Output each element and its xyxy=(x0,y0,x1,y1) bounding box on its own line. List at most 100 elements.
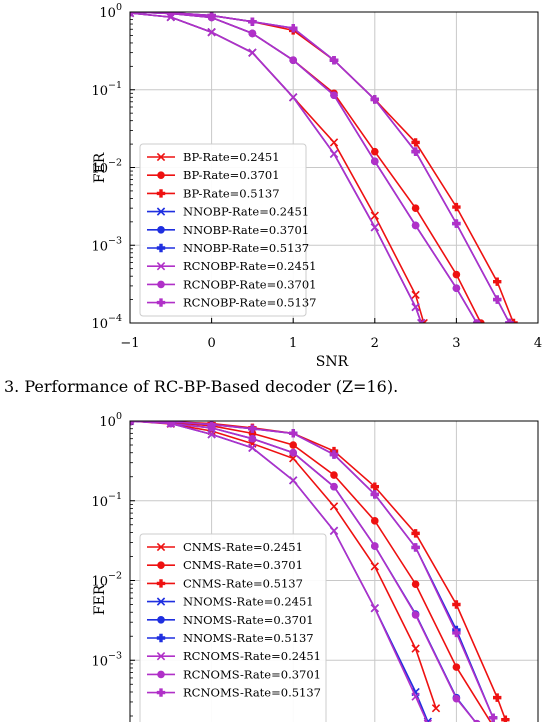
series-point xyxy=(411,580,420,588)
legend-marker xyxy=(156,542,166,552)
series-point xyxy=(329,526,339,535)
series-point xyxy=(330,482,338,491)
legend-marker xyxy=(157,561,165,569)
y-tick-label: 10−1 xyxy=(91,491,122,510)
legend-marker xyxy=(157,280,165,289)
y-tick-base: 10 xyxy=(91,495,108,510)
series-point xyxy=(289,448,298,457)
legend-entry: RCNOBP-Rate=0.5137 xyxy=(183,296,316,310)
series-point xyxy=(411,611,420,619)
series-point xyxy=(289,476,298,485)
series-point xyxy=(130,12,135,18)
y-tick-label: 10−2 xyxy=(91,571,122,590)
legend-entry: NNOMS-Rate=0.3701 xyxy=(183,613,314,627)
legend-entry: CNMS-Rate=0.2451 xyxy=(183,540,303,554)
y-tick-exponent: −2 xyxy=(108,571,122,582)
series-point xyxy=(370,490,379,499)
y-tick-label: 10−2 xyxy=(91,158,122,177)
plot-area xyxy=(130,421,510,722)
series-point xyxy=(207,28,216,37)
series-point xyxy=(505,318,514,323)
series-point xyxy=(452,219,461,228)
legend-marker xyxy=(157,616,165,624)
plot-area xyxy=(130,12,518,323)
series-point xyxy=(452,600,461,609)
series-point xyxy=(370,603,379,613)
series-point xyxy=(166,421,175,426)
legend-entry: NNOMS-Rate=0.5137 xyxy=(183,631,314,645)
legend: BP-Rate=0.2451 BP-Rate=0.3701 BP-Rate=0.51… xyxy=(139,143,316,317)
y-tick-exponent: −3 xyxy=(108,235,122,246)
y-tick-label: 10−1 xyxy=(91,80,122,99)
series-point xyxy=(289,441,298,449)
series-point xyxy=(411,692,420,701)
series-line xyxy=(130,421,494,719)
series-point xyxy=(207,421,216,429)
y-tick-exponent: −4 xyxy=(108,313,122,324)
legend-marker xyxy=(156,579,166,588)
legend-entry: NNOMS-Rate=0.2451 xyxy=(183,595,314,609)
legend-entry: RCNOMS-Rate=0.5137 xyxy=(183,686,321,700)
series-point xyxy=(329,138,339,147)
series-point xyxy=(329,450,339,459)
series-point xyxy=(248,29,257,38)
legend-marker xyxy=(156,189,166,198)
series-point xyxy=(452,202,461,212)
x-tick-label: 2 xyxy=(371,336,379,351)
legend-entry: BP-Rate=0.3701 xyxy=(183,168,280,182)
x-tick-label: 1 xyxy=(289,336,297,351)
legend-marker xyxy=(156,633,166,643)
y-tick-label: 10−4 xyxy=(91,313,122,332)
series-point xyxy=(452,270,461,279)
series-point xyxy=(289,429,298,438)
y-tick-base: 10 xyxy=(91,162,108,177)
y-tick-exponent: −1 xyxy=(108,491,122,502)
x-tick-label: −1 xyxy=(120,336,139,351)
y-axis-label: FER xyxy=(92,152,108,183)
series-point xyxy=(411,302,420,312)
legend-marker xyxy=(157,670,165,679)
series-point xyxy=(411,644,420,653)
legend-marker xyxy=(156,262,166,271)
series-point xyxy=(130,12,135,17)
legend-entry: CNMS-Rate=0.5137 xyxy=(183,576,303,590)
y-tick-exponent: 0 xyxy=(116,411,122,422)
series-point xyxy=(330,471,338,479)
series-point xyxy=(411,204,420,212)
legend-box xyxy=(139,533,327,722)
y-tick-base: 10 xyxy=(91,84,108,99)
series-line xyxy=(130,421,477,722)
series-point xyxy=(207,430,216,439)
legend-marker xyxy=(156,207,166,216)
series-point xyxy=(411,147,420,156)
y-tick-label: 100 xyxy=(99,411,122,430)
series-point xyxy=(423,719,433,722)
series-point xyxy=(248,17,257,26)
legend-entry: NNOBP-Rate=0.3701 xyxy=(183,223,309,237)
series-point xyxy=(452,284,461,293)
series-point xyxy=(130,421,135,426)
legend-marker xyxy=(156,152,166,162)
y-tick-exponent: −1 xyxy=(108,80,122,91)
y-tick-label: 10−3 xyxy=(91,235,122,254)
series-point xyxy=(411,138,420,147)
legend-entry: NNOBP-Rate=0.2451 xyxy=(183,205,309,219)
series-point xyxy=(370,95,379,104)
series-point xyxy=(289,56,298,64)
series-point xyxy=(370,482,379,491)
series-point xyxy=(207,12,216,20)
legend-entry: RCNOBP-Rate=0.2451 xyxy=(183,259,316,273)
figure-caption: 3. Performance of RC-BP-Based decoder (Z… xyxy=(4,377,398,396)
series-point xyxy=(452,663,461,671)
series-point xyxy=(329,502,339,511)
y-tick-base: 10 xyxy=(91,654,108,669)
legend-entry: CNMS-Rate=0.3701 xyxy=(183,558,303,572)
series-point xyxy=(411,290,420,300)
series-point xyxy=(289,93,298,102)
y-tick-label: 10−3 xyxy=(91,650,122,669)
legend-box xyxy=(139,143,307,317)
series-point xyxy=(248,424,257,433)
series-line xyxy=(130,421,492,722)
series-point xyxy=(329,55,339,65)
